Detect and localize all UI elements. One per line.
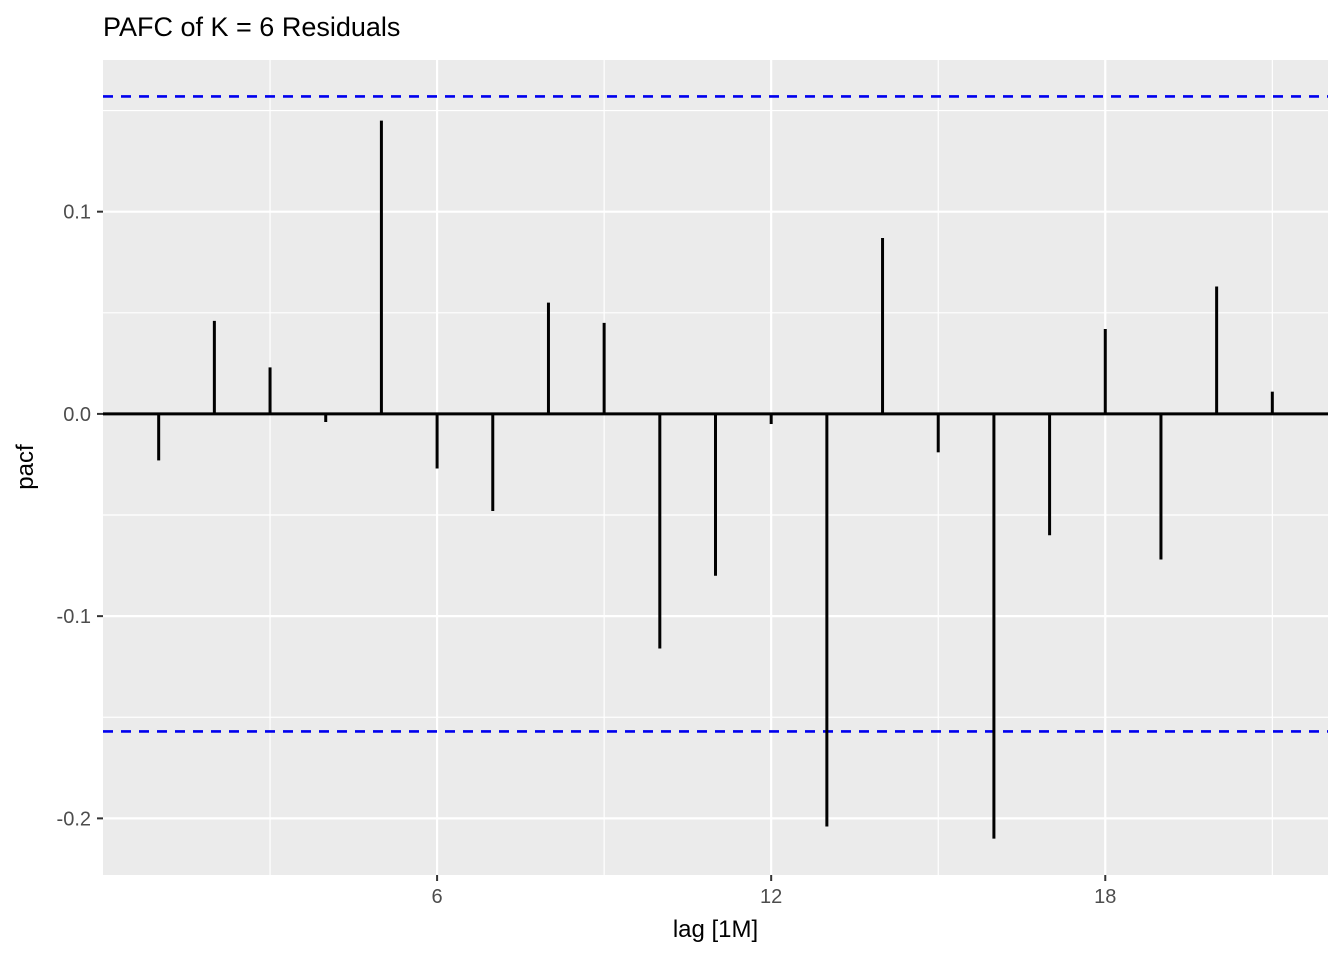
- x-tick-label: 18: [1094, 886, 1116, 908]
- x-tick-label: 6: [432, 886, 443, 908]
- y-tick-label: -0.1: [57, 606, 91, 628]
- y-tick-label: 0.1: [63, 202, 91, 224]
- y-tick-label: -0.2: [57, 808, 91, 830]
- y-tick-label: 0.0: [63, 404, 91, 426]
- x-tick-label: 12: [760, 886, 782, 908]
- x-axis-title: lag [1M]: [672, 916, 759, 943]
- chart-title: PAFC of K = 6 Residuals: [103, 12, 401, 42]
- y-axis-title: pacf: [12, 444, 39, 490]
